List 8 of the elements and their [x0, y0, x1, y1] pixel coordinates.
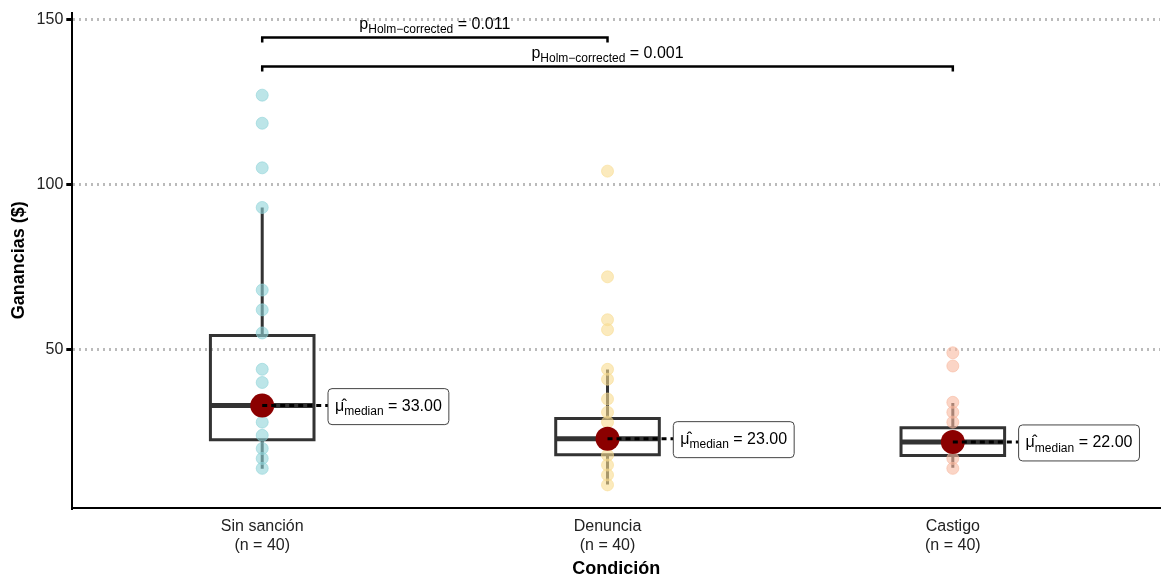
y-tick-label: 100	[36, 174, 64, 192]
x-tick-label: Sin sanción (n = 40)	[220, 517, 304, 554]
y-axis-title: Ganancias ($)	[7, 201, 28, 320]
x-tick-label: Denuncia (n = 40)	[573, 517, 642, 554]
x-axis-title: Condición	[572, 558, 661, 579]
y-tick-label: 150	[36, 9, 64, 27]
x-tick-label: Castigo (n = 40)	[925, 517, 981, 554]
y-tick-label: 50	[45, 339, 64, 357]
